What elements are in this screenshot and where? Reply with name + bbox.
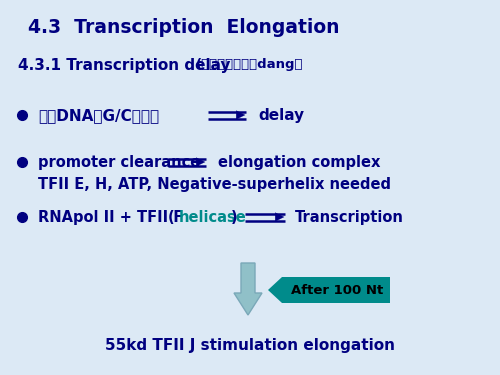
Text: 模板DNA中G/C的存在: 模板DNA中G/C的存在	[38, 108, 159, 123]
Text: elongation complex: elongation complex	[218, 155, 380, 170]
Text: RNApol II + TFII F: RNApol II + TFII F	[38, 210, 183, 225]
Text: promoter clearance: promoter clearance	[38, 155, 200, 170]
Text: 4.3  Transcription  Elongation: 4.3 Transcription Elongation	[28, 18, 340, 37]
Text: delay: delay	[258, 108, 304, 123]
Text: After 100 Nt: After 100 Nt	[291, 284, 383, 297]
Text: (转录过程的延客dang）: (转录过程的延客dang）	[196, 58, 304, 71]
Text: helicase: helicase	[179, 210, 247, 225]
Text: ): )	[231, 210, 237, 225]
Text: TFII E, H, ATP, Negative-superhelix needed: TFII E, H, ATP, Negative-superhelix need…	[38, 177, 391, 192]
Polygon shape	[234, 263, 262, 315]
Text: 4.3.1 Transcription delay: 4.3.1 Transcription delay	[18, 58, 231, 73]
Polygon shape	[268, 277, 390, 303]
Text: (: (	[168, 210, 174, 225]
Text: Transcription: Transcription	[295, 210, 404, 225]
Text: 55kd TFII J stimulation elongation: 55kd TFII J stimulation elongation	[105, 338, 395, 353]
